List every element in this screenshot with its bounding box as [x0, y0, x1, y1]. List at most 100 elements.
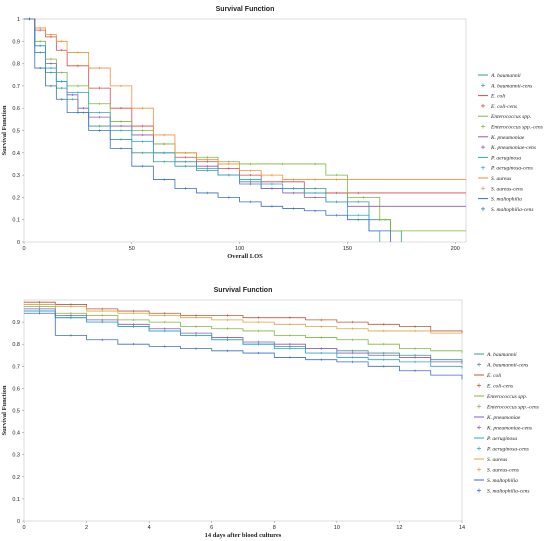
censor-mark-2 — [226, 327, 229, 330]
legend-label: S. maltophilia — [491, 197, 522, 203]
censor-mark-4 — [351, 356, 354, 359]
legend-marker-cens — [481, 83, 485, 88]
censor-mark-3 — [82, 107, 85, 110]
censor-mark-4 — [141, 140, 144, 143]
censor-mark-4 — [98, 111, 101, 114]
y-tick-label: 0.9 — [12, 39, 20, 45]
censor-mark-1 — [320, 318, 323, 322]
x-tick-label: 0 — [22, 246, 25, 252]
censor-mark-6 — [382, 365, 385, 368]
censor-mark-4 — [38, 309, 41, 313]
censor-mark-1 — [206, 160, 209, 163]
censor-mark-4 — [413, 360, 417, 364]
legend-label: A. baumannii — [490, 73, 521, 79]
legend-label: E. coli — [486, 373, 502, 379]
legend-label: S. aureus-cens — [491, 186, 523, 192]
censor-mark-6 — [413, 369, 417, 372]
censor-mark-4 — [320, 351, 323, 355]
chart-title: Survival Function — [216, 6, 275, 13]
censor-mark-6 — [69, 334, 73, 337]
legend-label: K. pneumoniae-cens — [490, 145, 536, 151]
censor-mark-0 — [249, 180, 252, 183]
censor-mark-2 — [60, 71, 63, 74]
censor-mark-5 — [313, 178, 317, 181]
censor-mark-3 — [141, 133, 144, 137]
censor-mark-6 — [227, 196, 231, 199]
censor-mark-2 — [413, 347, 417, 350]
x-axis-label: Overall LOS — [227, 253, 263, 260]
legend-label: Enterococcus spp.-cens — [490, 125, 543, 131]
censor-mark-2 — [101, 314, 104, 317]
censor-mark-5 — [132, 312, 135, 315]
censor-mark-0 — [162, 160, 166, 163]
censor-mark-6 — [163, 345, 166, 348]
censor-mark-2 — [76, 84, 80, 88]
censor-mark-2 — [351, 338, 354, 341]
censor-mark-6 — [288, 356, 292, 359]
legend-marker-cens — [477, 467, 481, 472]
censor-mark-0 — [206, 169, 209, 172]
censor-mark-1 — [249, 173, 252, 177]
censor-mark-3 — [292, 191, 295, 195]
censor-mark-1 — [351, 320, 354, 324]
y-tick-label: 0 — [17, 519, 20, 525]
censor-mark-5 — [249, 169, 252, 172]
censor-mark-4 — [49, 66, 53, 70]
y-tick-label: 0.7 — [12, 364, 20, 370]
censor-mark-5 — [38, 26, 42, 30]
legend-marker-cens — [481, 103, 485, 108]
legend-label: A. baumannii — [486, 352, 517, 358]
legend-label: P. aeruginosa — [490, 155, 521, 161]
censor-mark-0 — [71, 98, 74, 101]
censor-mark-0 — [413, 354, 417, 357]
censor-mark-3 — [163, 327, 166, 330]
censor-mark-5 — [184, 151, 187, 154]
censor-mark-1 — [98, 86, 101, 90]
censor-mark-3 — [313, 196, 317, 199]
legend-marker-cens — [481, 145, 485, 150]
censor-mark-6 — [226, 349, 229, 353]
censor-mark-4 — [292, 187, 295, 190]
censor-mark-6 — [162, 178, 166, 181]
censor-mark-1 — [413, 325, 417, 328]
censor-mark-6 — [206, 191, 209, 195]
censor-mark-1 — [132, 309, 135, 313]
censor-mark-4 — [194, 334, 198, 337]
censor-mark-4 — [163, 329, 166, 333]
legend-label: K. pneumoniae — [490, 135, 525, 141]
censor-mark-0 — [356, 200, 360, 204]
censor-mark-4 — [382, 358, 385, 361]
censor-mark-4 — [249, 178, 252, 181]
y-tick-label: 0.4 — [12, 431, 20, 437]
censor-mark-2 — [132, 318, 135, 322]
censor-mark-2 — [227, 160, 231, 163]
legend-label: K. pneumoniae-cens — [486, 426, 532, 432]
censor-mark-6 — [49, 84, 53, 88]
censor-mark-2 — [163, 320, 166, 324]
censor-mark-2 — [206, 156, 209, 159]
censor-mark-1 — [119, 107, 123, 110]
legend-label: A. baumannii-cens — [490, 83, 532, 89]
censor-mark-5 — [69, 305, 73, 308]
y-tick-label: 0 — [17, 240, 20, 246]
x-tick-label: 200 — [451, 246, 460, 252]
censor-mark-6 — [119, 147, 123, 150]
survival-chart-14-days: Survival Function 0 0.1 0.2 0.3 0.4 0.5 0.6 0.7 0… — [0, 278, 550, 541]
censor-mark-6 — [98, 129, 101, 132]
censor-mark-1 — [101, 307, 104, 311]
censor-mark-1 — [257, 316, 260, 319]
censor-mark-1 — [184, 156, 187, 159]
legend-marker-cens — [477, 488, 481, 493]
censor-mark-5 — [226, 318, 229, 322]
censor-mark-3 — [98, 115, 101, 119]
censor-mark-6 — [351, 360, 354, 364]
censor-mark-1 — [60, 49, 63, 52]
censor-mark-4 — [226, 338, 229, 341]
censor-mark-4 — [60, 80, 63, 83]
censor-mark-5 — [76, 51, 80, 54]
censor-mark-6 — [257, 351, 260, 355]
series-line-5 — [24, 304, 462, 334]
censor-mark-5 — [98, 66, 101, 70]
censor-mark-0 — [38, 51, 42, 54]
censor-mark-3 — [49, 62, 53, 65]
